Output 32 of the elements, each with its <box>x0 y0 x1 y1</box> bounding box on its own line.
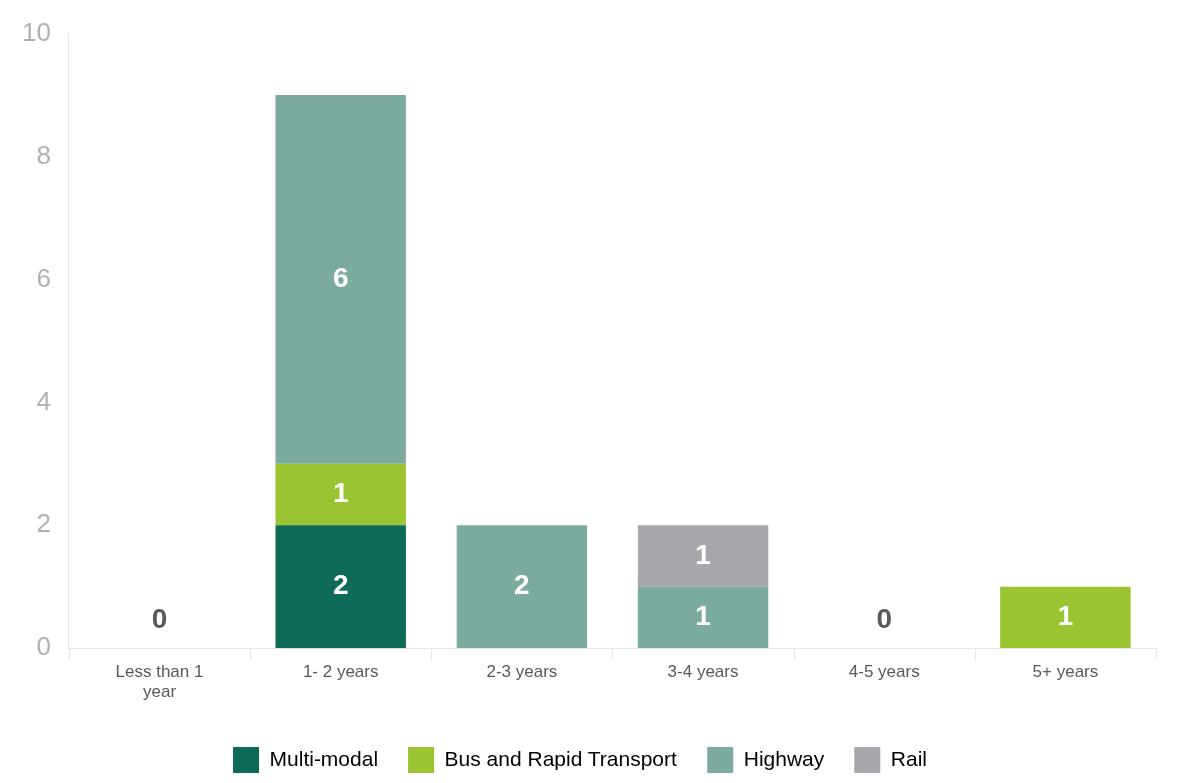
legend-label: Multi-modal <box>269 746 379 770</box>
legend-label: Rail <box>890 746 927 770</box>
bar <box>275 95 406 464</box>
bar <box>275 525 406 649</box>
data-label: 2 <box>332 569 349 601</box>
y-tick-label: 10 <box>22 16 51 47</box>
y-tick-label: 4 <box>36 385 51 416</box>
x-tick-label: 3-4 years <box>667 662 739 682</box>
text: 0 <box>151 602 168 634</box>
bar <box>637 525 769 587</box>
data-label: 1 <box>695 600 711 632</box>
bar <box>1000 586 1131 649</box>
x-tick-label: 5+ years <box>1032 662 1099 682</box>
bar <box>637 586 769 649</box>
text: 0 <box>876 602 893 634</box>
y-tick-label: 8 <box>36 139 51 170</box>
data-label: 2 <box>514 569 530 601</box>
data-label: 1 <box>1057 600 1074 632</box>
data-label: 1 <box>332 477 349 509</box>
legend-label: Bus and Rapid Transport <box>444 746 678 770</box>
data-label: 6 <box>332 262 349 294</box>
x-tick-label: 1- 2 years <box>302 662 379 682</box>
bar <box>275 463 406 526</box>
data-label: 1 <box>695 538 711 570</box>
y-tick-label: 2 <box>36 508 51 539</box>
x-tick-label: 4-5 years <box>848 662 920 682</box>
y-tick-label: 0 <box>36 631 51 662</box>
y-tick-label: 6 <box>36 262 51 293</box>
bar <box>456 525 588 649</box>
x-tick-label: 2-3 years <box>486 662 558 682</box>
x-tick-label: Less than 1 year <box>115 662 204 702</box>
legend-label: Highway <box>743 746 825 770</box>
